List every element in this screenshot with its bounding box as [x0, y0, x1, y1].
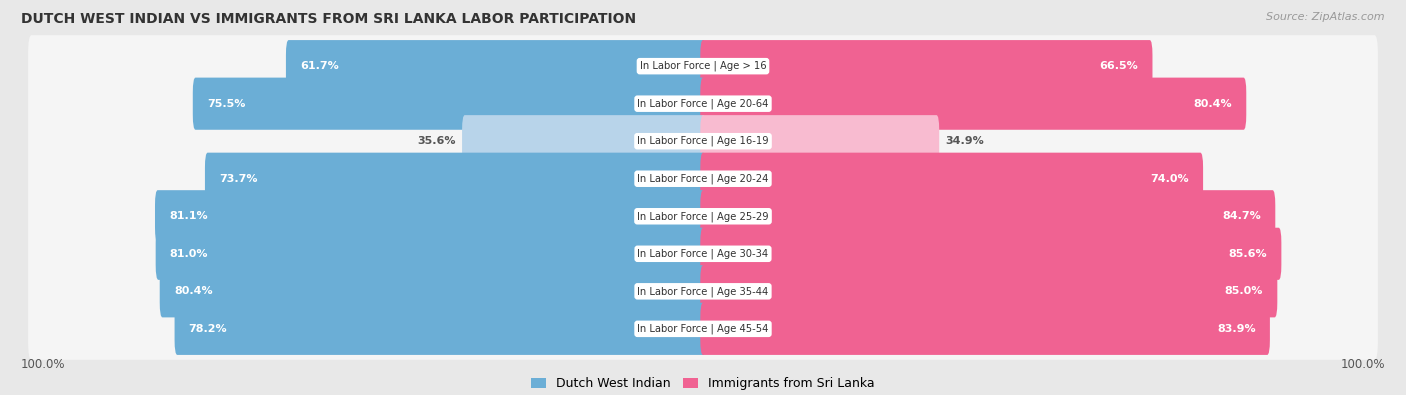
FancyBboxPatch shape	[700, 265, 1277, 318]
Text: 74.0%: 74.0%	[1150, 174, 1189, 184]
FancyBboxPatch shape	[700, 115, 939, 167]
Text: 81.1%: 81.1%	[169, 211, 208, 221]
Text: 85.6%: 85.6%	[1229, 249, 1267, 259]
FancyBboxPatch shape	[28, 35, 1378, 97]
Text: 73.7%: 73.7%	[219, 174, 257, 184]
Text: 100.0%: 100.0%	[21, 358, 66, 371]
Text: In Labor Force | Age 35-44: In Labor Force | Age 35-44	[637, 286, 769, 297]
Text: 100.0%: 100.0%	[1340, 358, 1385, 371]
FancyBboxPatch shape	[700, 152, 1204, 205]
FancyBboxPatch shape	[28, 148, 1378, 210]
Text: DUTCH WEST INDIAN VS IMMIGRANTS FROM SRI LANKA LABOR PARTICIPATION: DUTCH WEST INDIAN VS IMMIGRANTS FROM SRI…	[21, 12, 637, 26]
FancyBboxPatch shape	[28, 260, 1378, 322]
FancyBboxPatch shape	[205, 152, 706, 205]
Text: 61.7%: 61.7%	[299, 61, 339, 71]
Text: In Labor Force | Age 25-29: In Labor Force | Age 25-29	[637, 211, 769, 222]
Text: 80.4%: 80.4%	[1194, 99, 1232, 109]
Text: In Labor Force | Age 20-64: In Labor Force | Age 20-64	[637, 98, 769, 109]
FancyBboxPatch shape	[285, 40, 706, 92]
Text: 84.7%: 84.7%	[1222, 211, 1261, 221]
FancyBboxPatch shape	[28, 298, 1378, 360]
Legend: Dutch West Indian, Immigrants from Sri Lanka: Dutch West Indian, Immigrants from Sri L…	[526, 372, 880, 395]
Text: In Labor Force | Age 45-54: In Labor Force | Age 45-54	[637, 324, 769, 334]
FancyBboxPatch shape	[28, 73, 1378, 135]
FancyBboxPatch shape	[155, 190, 706, 243]
Text: In Labor Force | Age 30-34: In Labor Force | Age 30-34	[637, 248, 769, 259]
Text: 83.9%: 83.9%	[1218, 324, 1256, 334]
Text: In Labor Force | Age 16-19: In Labor Force | Age 16-19	[637, 136, 769, 147]
FancyBboxPatch shape	[700, 228, 1281, 280]
FancyBboxPatch shape	[700, 40, 1153, 92]
Text: 75.5%: 75.5%	[207, 99, 245, 109]
Text: 80.4%: 80.4%	[174, 286, 212, 296]
Text: In Labor Force | Age > 16: In Labor Force | Age > 16	[640, 61, 766, 71]
FancyBboxPatch shape	[156, 228, 706, 280]
Text: 34.9%: 34.9%	[945, 136, 984, 146]
FancyBboxPatch shape	[28, 110, 1378, 172]
FancyBboxPatch shape	[700, 190, 1275, 243]
Text: 85.0%: 85.0%	[1225, 286, 1263, 296]
Text: 66.5%: 66.5%	[1099, 61, 1139, 71]
FancyBboxPatch shape	[700, 77, 1246, 130]
FancyBboxPatch shape	[463, 115, 706, 167]
FancyBboxPatch shape	[700, 303, 1270, 355]
Text: Source: ZipAtlas.com: Source: ZipAtlas.com	[1267, 12, 1385, 22]
FancyBboxPatch shape	[28, 223, 1378, 285]
Text: 81.0%: 81.0%	[170, 249, 208, 259]
Text: 35.6%: 35.6%	[418, 136, 456, 146]
FancyBboxPatch shape	[193, 77, 706, 130]
FancyBboxPatch shape	[160, 265, 706, 318]
Text: 78.2%: 78.2%	[188, 324, 228, 334]
FancyBboxPatch shape	[28, 185, 1378, 247]
FancyBboxPatch shape	[174, 303, 706, 355]
Text: In Labor Force | Age 20-24: In Labor Force | Age 20-24	[637, 173, 769, 184]
